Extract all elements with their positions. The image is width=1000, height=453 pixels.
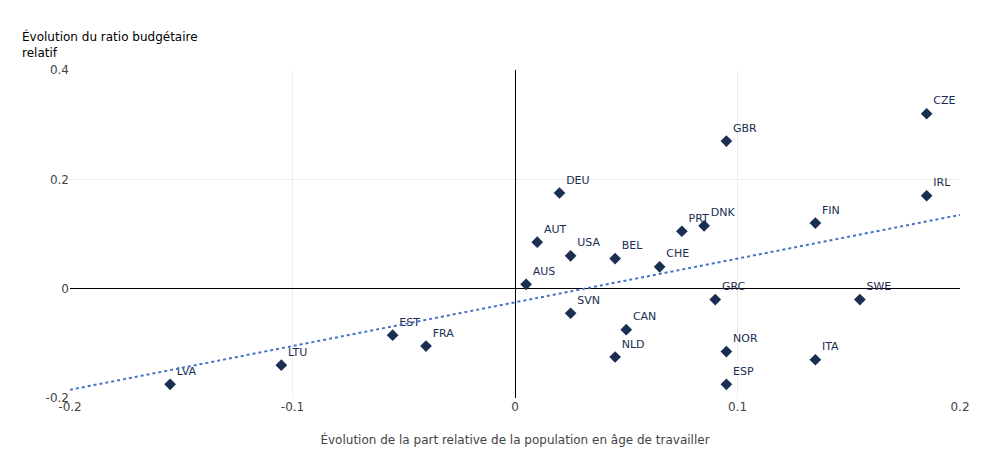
svg-text:LTU: LTU xyxy=(288,346,307,359)
svg-text:AUS: AUS xyxy=(533,265,556,278)
svg-text:CHE: CHE xyxy=(666,247,689,260)
svg-text:CAN: CAN xyxy=(633,310,656,323)
svg-text:FRA: FRA xyxy=(433,327,455,340)
svg-text:NLD: NLD xyxy=(622,338,645,351)
svg-text:GRC: GRC xyxy=(722,280,746,293)
svg-text:0.4: 0.4 xyxy=(50,63,69,77)
svg-text:Évolution du ratio budgétairer: Évolution du ratio budgétairerelatif xyxy=(22,29,198,60)
svg-text:0.2: 0.2 xyxy=(950,400,969,414)
svg-text:-0.2: -0.2 xyxy=(46,391,69,405)
svg-text:Évolution de la part relative: Évolution de la part relative de la popu… xyxy=(320,432,709,447)
svg-text:AUT: AUT xyxy=(544,223,567,236)
svg-text:0.2: 0.2 xyxy=(50,173,69,187)
svg-text:0: 0 xyxy=(511,400,519,414)
svg-text:NOR: NOR xyxy=(733,332,758,345)
svg-text:CZE: CZE xyxy=(933,94,955,107)
svg-text:SVN: SVN xyxy=(577,294,600,307)
svg-text:ESP: ESP xyxy=(733,365,754,378)
svg-text:PRT: PRT xyxy=(689,212,709,225)
svg-text:EST: EST xyxy=(399,316,420,329)
svg-text:ITA: ITA xyxy=(822,340,839,353)
svg-text:0.1: 0.1 xyxy=(728,400,747,414)
svg-text:USA: USA xyxy=(577,236,600,249)
svg-text:IRL: IRL xyxy=(933,176,951,189)
svg-text:SWE: SWE xyxy=(867,280,892,293)
svg-text:BEL: BEL xyxy=(622,239,643,252)
svg-text:DEU: DEU xyxy=(566,174,589,187)
svg-text:-0.2: -0.2 xyxy=(58,400,81,414)
svg-text:GBR: GBR xyxy=(733,122,757,135)
svg-text:LVA: LVA xyxy=(177,365,197,378)
svg-text:FIN: FIN xyxy=(822,204,840,217)
svg-text:DNK: DNK xyxy=(711,206,736,219)
svg-text:-0.1: -0.1 xyxy=(281,400,304,414)
svg-text:0: 0 xyxy=(61,282,69,296)
